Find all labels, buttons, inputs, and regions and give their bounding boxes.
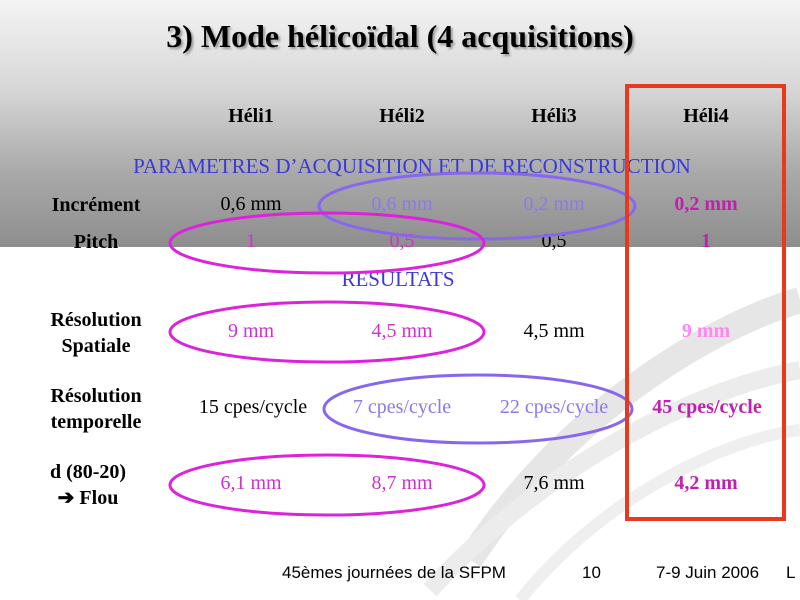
flou-heli1: 6,1 mm bbox=[220, 472, 282, 494]
footer-date: 7-9 Juin 2006 bbox=[656, 563, 760, 582]
column-header-heli3: Héli3 bbox=[531, 105, 577, 127]
pitch-heli1: 1 bbox=[246, 230, 256, 252]
increment-heli4: 0,2 mm bbox=[674, 193, 738, 215]
section-acquisition-heading: PARAMETRES D’ACQUISITION ET DE RECONSTRU… bbox=[133, 154, 691, 178]
flou-heli4: 4,2 mm bbox=[674, 472, 738, 494]
section-results-heading: RESULTATS bbox=[341, 267, 455, 291]
resolution-spatiale-heli3: 4,5 mm bbox=[523, 320, 585, 342]
column-header-heli1: Héli1 bbox=[228, 105, 274, 127]
footer-page-number: 10 bbox=[582, 563, 601, 582]
resolution-temporelle-heli2: 7 cpes/cycle bbox=[352, 396, 452, 418]
pitch-heli4: 1 bbox=[701, 230, 711, 252]
slide-title: 3) Mode hélicoïdal (4 acquisitions) bbox=[166, 18, 634, 54]
row-label-line2: Spatiale bbox=[61, 335, 131, 357]
row-label-resolution-temporelle: Résolution temporelle bbox=[50, 383, 141, 435]
footer-trailing: L bbox=[786, 563, 796, 582]
row-label-line2: temporelle bbox=[50, 411, 142, 433]
row-label-flou: d (80-20) ➔ Flou bbox=[50, 459, 126, 511]
footer-event: 45èmes journées de la SFPM bbox=[282, 563, 506, 582]
row-label-increment: Incrément bbox=[51, 194, 141, 216]
column-header-heli2: Héli2 bbox=[379, 105, 425, 127]
resolution-temporelle-heli3: 22 cpes/cycle bbox=[499, 396, 609, 418]
pitch-heli3: 0,5 bbox=[541, 230, 567, 252]
row-label-line1: d (80-20) bbox=[49, 461, 127, 483]
arrow-right-icon: ➔ bbox=[57, 487, 75, 509]
resolution-temporelle-heli1: 15 cpes/cycle bbox=[198, 396, 308, 418]
pitch-heli2: 0,5 bbox=[389, 230, 415, 252]
resolution-spatiale-heli1: 9 mm bbox=[227, 320, 275, 342]
row-label-flou-word: Flou bbox=[79, 487, 119, 509]
resolution-spatiale-heli4: 9 mm bbox=[681, 320, 731, 342]
row-label-line1: Résolution bbox=[50, 309, 142, 331]
increment-heli3: 0,2 mm bbox=[523, 193, 585, 215]
row-label-resolution-spatiale: Résolution Spatiale bbox=[50, 307, 141, 359]
column-header-heli4: Héli4 bbox=[683, 105, 729, 127]
flou-heli2: 8,7 mm bbox=[371, 472, 433, 494]
increment-heli1: 0,6 mm bbox=[220, 193, 282, 215]
row-label-line1: Résolution bbox=[50, 385, 142, 407]
flou-heli3: 7,6 mm bbox=[523, 472, 585, 494]
increment-heli2: 0,6 mm bbox=[371, 193, 433, 215]
row-label-line2: ➔ Flou bbox=[50, 485, 126, 511]
row-label-pitch: Pitch bbox=[73, 231, 119, 253]
resolution-spatiale-heli2: 4,5 mm bbox=[371, 320, 433, 342]
resolution-temporelle-heli4: 45 cpes/cycle bbox=[652, 396, 762, 418]
